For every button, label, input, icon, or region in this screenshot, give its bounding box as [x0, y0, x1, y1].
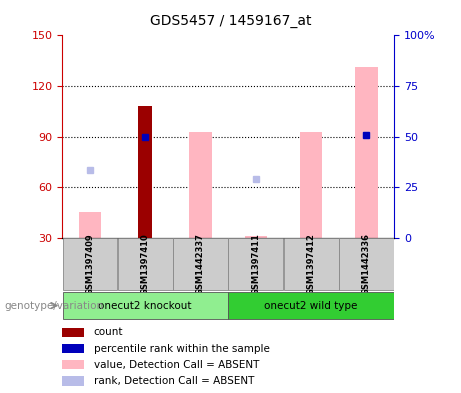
Bar — [62, 376, 84, 386]
Text: genotype/variation: genotype/variation — [5, 301, 104, 310]
Bar — [118, 238, 172, 290]
Bar — [339, 238, 394, 290]
Bar — [63, 292, 228, 319]
Bar — [189, 132, 212, 238]
Text: GSM1397412: GSM1397412 — [307, 233, 316, 295]
Text: GSM1397411: GSM1397411 — [251, 233, 260, 295]
Bar — [173, 238, 228, 290]
Text: GDS5457 / 1459167_at: GDS5457 / 1459167_at — [150, 14, 311, 28]
Bar — [62, 360, 84, 369]
Text: GSM1397410: GSM1397410 — [141, 233, 150, 295]
Bar — [229, 292, 394, 319]
Bar — [355, 68, 378, 238]
Bar — [62, 328, 84, 337]
Bar — [79, 213, 101, 238]
Bar — [245, 236, 267, 238]
Text: percentile rank within the sample: percentile rank within the sample — [94, 343, 270, 354]
Bar — [62, 344, 84, 353]
Text: onecut2 knockout: onecut2 knockout — [99, 301, 192, 310]
Bar — [284, 238, 338, 290]
Bar — [63, 238, 117, 290]
Text: value, Detection Call = ABSENT: value, Detection Call = ABSENT — [94, 360, 259, 370]
Text: GSM1442336: GSM1442336 — [362, 233, 371, 295]
Bar — [300, 132, 322, 238]
Text: GSM1442337: GSM1442337 — [196, 233, 205, 295]
Text: count: count — [94, 327, 123, 337]
Text: onecut2 wild type: onecut2 wild type — [265, 301, 358, 310]
Text: rank, Detection Call = ABSENT: rank, Detection Call = ABSENT — [94, 376, 254, 386]
Text: GSM1397409: GSM1397409 — [85, 233, 95, 295]
Bar — [229, 238, 283, 290]
Bar — [138, 106, 152, 238]
